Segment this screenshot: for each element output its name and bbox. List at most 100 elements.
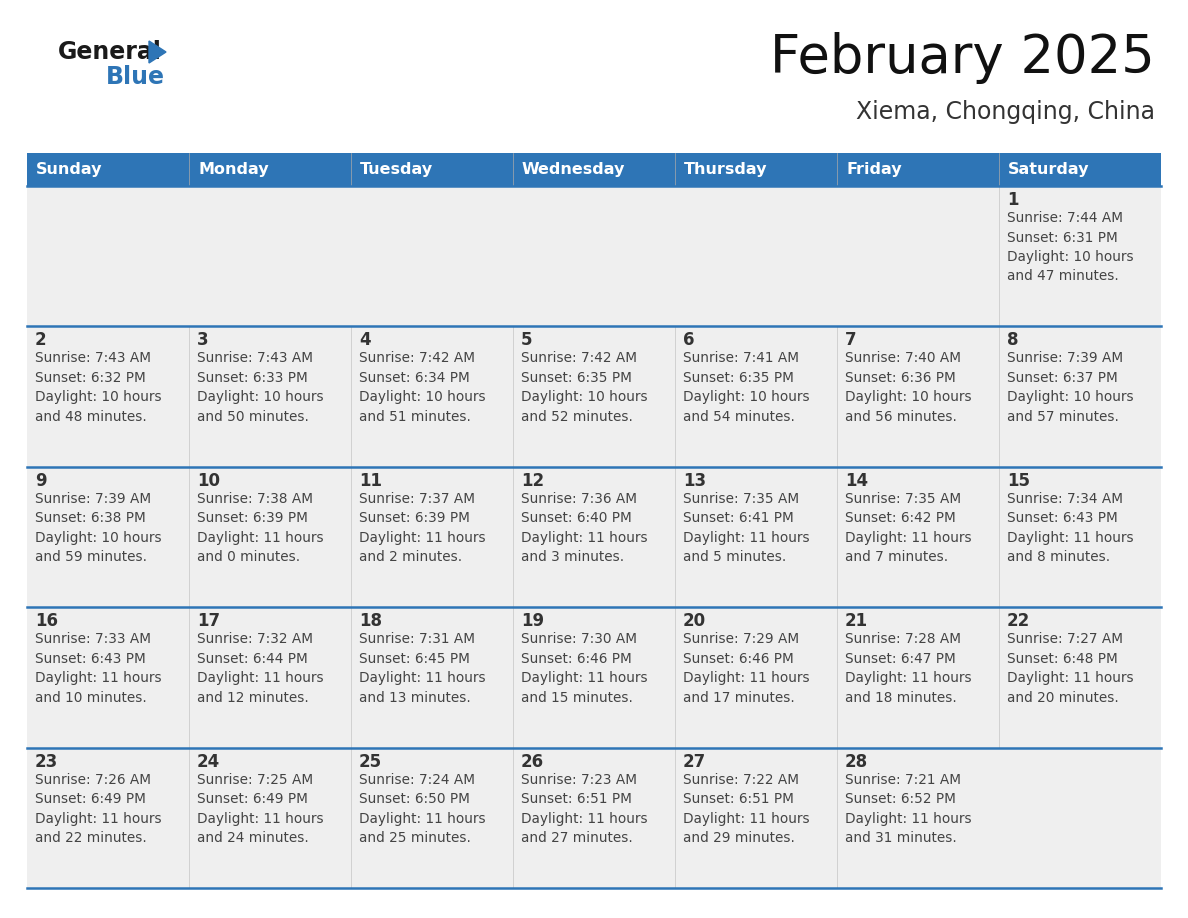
Text: Sunrise: 7:28 AM: Sunrise: 7:28 AM — [845, 633, 961, 646]
Text: Sunrise: 7:29 AM: Sunrise: 7:29 AM — [683, 633, 800, 646]
Text: Sunrise: 7:32 AM: Sunrise: 7:32 AM — [197, 633, 312, 646]
Text: Sunrise: 7:37 AM: Sunrise: 7:37 AM — [359, 492, 475, 506]
Text: Sunrise: 7:26 AM: Sunrise: 7:26 AM — [34, 773, 151, 787]
Text: Sunrise: 7:23 AM: Sunrise: 7:23 AM — [522, 773, 637, 787]
Text: and 29 minutes.: and 29 minutes. — [683, 831, 795, 845]
Text: Sunset: 6:45 PM: Sunset: 6:45 PM — [359, 652, 470, 666]
Bar — [675, 153, 838, 186]
Text: Sunset: 6:39 PM: Sunset: 6:39 PM — [359, 511, 470, 525]
Text: Xiema, Chongqing, China: Xiema, Chongqing, China — [857, 100, 1155, 124]
Text: Sunrise: 7:36 AM: Sunrise: 7:36 AM — [522, 492, 637, 506]
Text: and 25 minutes.: and 25 minutes. — [359, 831, 470, 845]
Text: Sunrise: 7:39 AM: Sunrise: 7:39 AM — [34, 492, 151, 506]
Text: 28: 28 — [845, 753, 868, 770]
Text: Sunrise: 7:27 AM: Sunrise: 7:27 AM — [1007, 633, 1123, 646]
Text: and 10 minutes.: and 10 minutes. — [34, 690, 147, 705]
Text: Sunset: 6:35 PM: Sunset: 6:35 PM — [522, 371, 632, 385]
Text: and 27 minutes.: and 27 minutes. — [522, 831, 633, 845]
Text: and 59 minutes.: and 59 minutes. — [34, 550, 147, 565]
Text: and 22 minutes.: and 22 minutes. — [34, 831, 147, 845]
Text: Tuesday: Tuesday — [360, 162, 434, 177]
Text: and 20 minutes.: and 20 minutes. — [1007, 690, 1119, 705]
Text: Sunset: 6:41 PM: Sunset: 6:41 PM — [683, 511, 794, 525]
Text: 21: 21 — [845, 612, 868, 630]
Text: Blue: Blue — [106, 65, 165, 89]
Text: 25: 25 — [359, 753, 383, 770]
Text: 9: 9 — [34, 472, 46, 490]
Text: Wednesday: Wednesday — [522, 162, 625, 177]
Text: Sunrise: 7:43 AM: Sunrise: 7:43 AM — [197, 352, 312, 365]
Bar — [27, 747, 1161, 888]
Text: Sunset: 6:31 PM: Sunset: 6:31 PM — [1007, 230, 1118, 244]
Text: February 2025: February 2025 — [770, 32, 1155, 84]
Text: Daylight: 11 hours: Daylight: 11 hours — [522, 671, 647, 685]
Text: Sunset: 6:33 PM: Sunset: 6:33 PM — [197, 371, 308, 385]
Text: and 12 minutes.: and 12 minutes. — [197, 690, 309, 705]
Text: 12: 12 — [522, 472, 544, 490]
Text: and 56 minutes.: and 56 minutes. — [845, 410, 956, 424]
Text: Daylight: 10 hours: Daylight: 10 hours — [522, 390, 647, 405]
Text: Sunrise: 7:38 AM: Sunrise: 7:38 AM — [197, 492, 312, 506]
Text: Daylight: 10 hours: Daylight: 10 hours — [845, 390, 972, 405]
Text: Sunrise: 7:35 AM: Sunrise: 7:35 AM — [683, 492, 800, 506]
Text: Daylight: 11 hours: Daylight: 11 hours — [845, 671, 972, 685]
Text: 5: 5 — [522, 331, 532, 350]
Bar — [513, 153, 675, 186]
Bar — [838, 153, 999, 186]
Text: Sunrise: 7:42 AM: Sunrise: 7:42 AM — [522, 352, 637, 365]
Text: 22: 22 — [1007, 612, 1030, 630]
Text: Sunset: 6:49 PM: Sunset: 6:49 PM — [34, 792, 146, 806]
Text: Daylight: 11 hours: Daylight: 11 hours — [197, 812, 323, 825]
Text: Sunset: 6:34 PM: Sunset: 6:34 PM — [359, 371, 469, 385]
Text: Sunrise: 7:35 AM: Sunrise: 7:35 AM — [845, 492, 961, 506]
Text: and 31 minutes.: and 31 minutes. — [845, 831, 956, 845]
Text: Sunset: 6:32 PM: Sunset: 6:32 PM — [34, 371, 146, 385]
Text: Daylight: 11 hours: Daylight: 11 hours — [359, 531, 486, 544]
Bar — [999, 153, 1161, 186]
Text: Sunrise: 7:44 AM: Sunrise: 7:44 AM — [1007, 211, 1123, 225]
Text: Daylight: 11 hours: Daylight: 11 hours — [359, 812, 486, 825]
Text: and 5 minutes.: and 5 minutes. — [683, 550, 786, 565]
Bar — [27, 186, 1161, 327]
Text: 17: 17 — [197, 612, 220, 630]
Text: Daylight: 11 hours: Daylight: 11 hours — [845, 531, 972, 544]
Text: and 51 minutes.: and 51 minutes. — [359, 410, 470, 424]
Text: Sunset: 6:35 PM: Sunset: 6:35 PM — [683, 371, 794, 385]
Text: Sunset: 6:42 PM: Sunset: 6:42 PM — [845, 511, 956, 525]
Text: Daylight: 10 hours: Daylight: 10 hours — [197, 390, 323, 405]
Text: Sunset: 6:50 PM: Sunset: 6:50 PM — [359, 792, 470, 806]
Bar — [27, 327, 1161, 466]
Text: Sunset: 6:36 PM: Sunset: 6:36 PM — [845, 371, 956, 385]
Text: 16: 16 — [34, 612, 58, 630]
Text: Sunrise: 7:41 AM: Sunrise: 7:41 AM — [683, 352, 800, 365]
Text: Sunset: 6:38 PM: Sunset: 6:38 PM — [34, 511, 146, 525]
Text: and 3 minutes.: and 3 minutes. — [522, 550, 624, 565]
Bar — [27, 607, 1161, 747]
Text: Sunset: 6:39 PM: Sunset: 6:39 PM — [197, 511, 308, 525]
Text: Daylight: 11 hours: Daylight: 11 hours — [34, 812, 162, 825]
Text: Sunrise: 7:39 AM: Sunrise: 7:39 AM — [1007, 352, 1123, 365]
Text: Daylight: 11 hours: Daylight: 11 hours — [683, 812, 810, 825]
Text: and 52 minutes.: and 52 minutes. — [522, 410, 633, 424]
Text: 1: 1 — [1007, 191, 1018, 209]
Text: Daylight: 10 hours: Daylight: 10 hours — [359, 390, 486, 405]
Text: Sunset: 6:44 PM: Sunset: 6:44 PM — [197, 652, 308, 666]
Text: Daylight: 10 hours: Daylight: 10 hours — [683, 390, 810, 405]
Bar — [27, 153, 189, 186]
Polygon shape — [148, 41, 166, 63]
Text: Sunrise: 7:21 AM: Sunrise: 7:21 AM — [845, 773, 961, 787]
Text: 8: 8 — [1007, 331, 1018, 350]
Text: Friday: Friday — [846, 162, 902, 177]
Text: 11: 11 — [359, 472, 383, 490]
Text: Sunrise: 7:43 AM: Sunrise: 7:43 AM — [34, 352, 151, 365]
Text: Daylight: 10 hours: Daylight: 10 hours — [34, 531, 162, 544]
Text: Monday: Monday — [198, 162, 268, 177]
Text: Daylight: 10 hours: Daylight: 10 hours — [34, 390, 162, 405]
Text: Sunset: 6:43 PM: Sunset: 6:43 PM — [34, 652, 146, 666]
Text: 14: 14 — [845, 472, 868, 490]
Text: Daylight: 10 hours: Daylight: 10 hours — [1007, 250, 1133, 264]
Text: Daylight: 11 hours: Daylight: 11 hours — [683, 671, 810, 685]
Bar — [27, 466, 1161, 607]
Text: 24: 24 — [197, 753, 220, 770]
Text: 15: 15 — [1007, 472, 1030, 490]
